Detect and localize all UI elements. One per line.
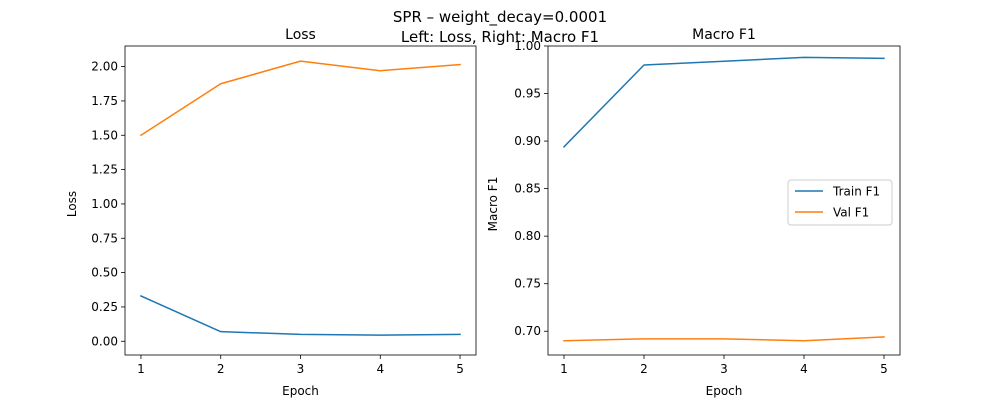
loss-y-tick-label: 1.75 — [91, 94, 118, 108]
loss-x-tick-label: 4 — [376, 362, 384, 376]
loss-series-line-val — [139, 60, 461, 137]
f1-y-tick-label: 0.85 — [514, 182, 541, 196]
loss-y-tick-label: 0.00 — [91, 334, 118, 348]
f1-y-tick-label: 0.90 — [514, 134, 541, 148]
loss-series-line-train — [139, 294, 461, 336]
f1-series-line-train — [562, 56, 885, 148]
f1-y-axis-label: Macro F1 — [486, 177, 500, 232]
figure-suptitle-line2: Left: Loss, Right: Macro F1 — [401, 28, 599, 46]
legend-label-val-f1: Val F1 — [833, 206, 869, 220]
macro-f1-chart: Macro F1 Epoch Macro F1 1 2 3 4 5 0.70 0.75 0.8… — [486, 27, 901, 398]
f1-x-tick-label: 4 — [800, 362, 808, 376]
f1-chart-title: Macro F1 — [692, 27, 756, 43]
f1-y-tick-label: 0.70 — [514, 324, 541, 338]
loss-x-tick-label: 5 — [456, 362, 464, 376]
loss-x-tick-label: 1 — [137, 362, 145, 376]
f1-legend: Train F1 Val F1 — [787, 179, 893, 226]
loss-y-tick-label: 0.50 — [91, 266, 118, 280]
loss-y-tick-label: 1.25 — [91, 163, 118, 177]
loss-x-tick-label: 3 — [297, 362, 305, 376]
loss-x-axis-label: Epoch — [282, 384, 319, 398]
f1-y-tick-label: 0.75 — [514, 277, 541, 291]
f1-y-tick-label: 0.80 — [514, 229, 541, 243]
loss-y-axis-label: Loss — [65, 191, 79, 217]
loss-chart-title: Loss — [285, 27, 316, 43]
f1-y-tick-label: 0.95 — [514, 87, 541, 101]
loss-y-tick-label: 0.75 — [91, 231, 118, 245]
f1-series-line-val — [563, 336, 885, 342]
loss-y-tick-label: 1.00 — [91, 197, 118, 211]
legend-label-train-f1: Train F1 — [832, 185, 880, 199]
f1-x-tick-label: 3 — [720, 362, 728, 376]
loss-y-tick-label: 2.00 — [91, 60, 118, 74]
loss-y-tick-label: 1.50 — [91, 128, 118, 142]
figure-suptitle-line1: SPR – weight_decay=0.0001 — [393, 8, 607, 27]
loss-chart: Loss Epoch Loss 1 2 3 4 5 0.00 0.25 0.50 0.75 1.0… — [65, 27, 477, 398]
f1-x-axis-label: Epoch — [706, 384, 743, 398]
loss-y-tick-label: 0.25 — [91, 300, 118, 314]
loss-x-tick-label: 2 — [217, 362, 225, 376]
f1-x-tick-label: 5 — [880, 362, 888, 376]
f1-y-tick-label: 1.00 — [514, 39, 541, 53]
f1-x-tick-label: 1 — [560, 362, 568, 376]
f1-x-tick-label: 2 — [640, 362, 648, 376]
